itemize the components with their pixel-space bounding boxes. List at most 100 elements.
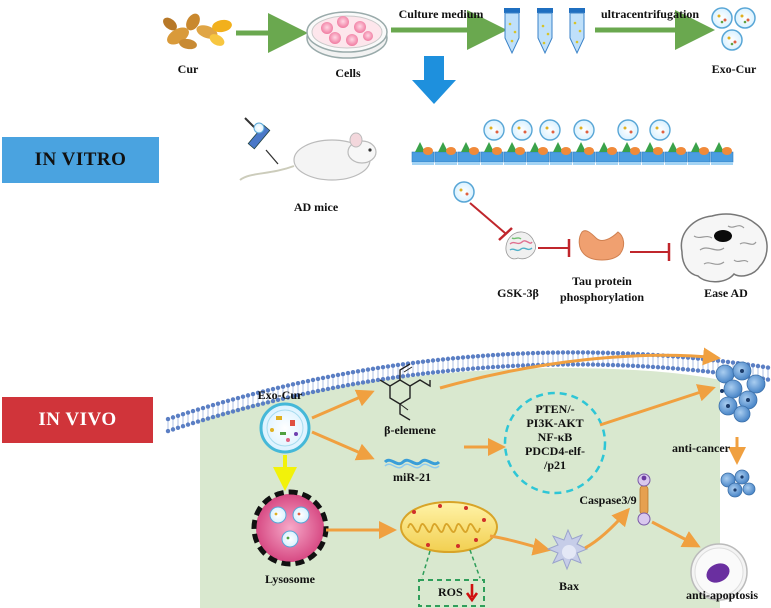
lipid-head: [580, 350, 586, 367]
lipid-head: [260, 389, 266, 406]
lipid-head: [490, 352, 496, 370]
lipid-head: [435, 357, 441, 375]
monolayer-cell: [664, 142, 688, 165]
lipid-head: [320, 375, 326, 393]
monolayer-cell: [411, 142, 435, 165]
ros-label: ROS: [438, 585, 463, 599]
lipid-head: [190, 408, 196, 426]
lipid-head: [515, 351, 521, 368]
lipid-head: [295, 381, 301, 398]
lipid-head: [610, 350, 616, 368]
cell-monolayer: [411, 142, 734, 165]
lipid-head: [375, 365, 381, 383]
dashed-mito-to-ros: [421, 549, 481, 579]
lipid-head: [385, 364, 391, 381]
arrow-caspase-to-apoptosis: [651, 520, 701, 548]
exo-cur-vesicle: [511, 119, 533, 141]
cell-membrane: [165, 350, 771, 434]
syringe-icon: [244, 117, 279, 165]
lipid-head: [465, 354, 471, 372]
lipid-head: [245, 393, 251, 410]
monolayer-cell: [618, 142, 642, 165]
cur-label: Cur: [177, 62, 199, 76]
exo-cur-vesicle-invivo: [259, 402, 311, 454]
lipid-head: [560, 350, 566, 367]
lipid-head: [230, 397, 236, 414]
beta-elemene-label: β-elemene: [384, 423, 436, 437]
lipid-head: [370, 366, 376, 383]
exo-cur-vesicle-small: [453, 181, 475, 203]
arrow-elemene-to-cancer: [439, 347, 721, 390]
caspase-label: Caspase3/9: [579, 493, 637, 507]
exo-cur-vesicle: [617, 119, 639, 141]
pathway-line: PDCD4-elf-: [525, 444, 585, 458]
lipid-head: [270, 386, 276, 404]
lipid-head: [430, 358, 436, 375]
lipid-head: [685, 355, 691, 372]
lipid-head: [690, 355, 696, 373]
lipid-head: [235, 395, 241, 413]
mir21-label: miR-21: [393, 470, 431, 484]
in-vivo-label: IN VIVO: [38, 409, 117, 430]
ad-mice-label: AD mice: [293, 200, 339, 214]
lipid-head: [695, 356, 701, 373]
lipid-head: [175, 413, 181, 430]
bax-protein-image: [546, 528, 589, 571]
lipid-head: [395, 362, 401, 380]
lipid-head: [410, 360, 416, 378]
lysosome-image: [251, 489, 329, 567]
lipid-head: [765, 365, 771, 382]
lipid-head: [420, 359, 426, 376]
lipid-head: [300, 379, 306, 397]
lipid-head: [250, 391, 256, 409]
tau-label-line2: phosphorylation: [559, 290, 645, 304]
lipid-head: [275, 385, 281, 403]
centrifuge-tubes-image: [504, 8, 585, 55]
in-vivo-box: [2, 397, 153, 443]
ease-ad-label: Ease AD: [704, 286, 748, 300]
pathway-line: PTEN/-: [535, 402, 575, 416]
ultracentrifugation-label: ultracentrifugation: [601, 7, 699, 21]
lipid-head: [310, 377, 316, 395]
arrow-bax-to-caspase: [584, 507, 630, 550]
inhibit-exo-to-gsk: [469, 202, 506, 234]
lipid-head: [225, 398, 231, 416]
monolayer-cell: [641, 142, 665, 165]
lipid-head: [460, 355, 466, 372]
lipid-head: [680, 354, 686, 372]
lipid-head: [425, 358, 431, 376]
lipid-head: [390, 363, 396, 380]
lipid-head: [205, 404, 211, 421]
lysosome-label: Lysosome: [264, 572, 316, 586]
lipid-head: [380, 365, 386, 382]
lipid-head: [710, 357, 716, 375]
lipid-head: [170, 415, 176, 432]
lipid-head: [510, 351, 516, 369]
lipid-head: [315, 376, 321, 394]
lipid-head: [475, 353, 481, 371]
lipid-head: [195, 407, 201, 424]
arrow-exo-to-elemene: [311, 389, 375, 420]
pathway-label: PTEN/- PI3K-AKT NF-κB PDCD4-elf- /p21: [512, 402, 598, 472]
lipid-head: [345, 370, 351, 388]
pathway-line: /p21: [543, 458, 566, 472]
monolayer-cell: [710, 142, 734, 165]
lipid-head: [470, 354, 476, 371]
monolayer-cell: [687, 142, 711, 165]
lipid-head: [165, 416, 171, 434]
blue-down-arrow: [412, 56, 456, 104]
exo-cur-vesicle: [649, 119, 671, 141]
arrow-mito-to-bax: [489, 534, 551, 556]
lipid-head: [360, 368, 366, 385]
tau-protein-shape: [578, 230, 625, 261]
monolayer-cell: [595, 142, 619, 165]
arrow-exo-to-mir21: [311, 430, 375, 461]
gsk-label: GSK-3β: [497, 286, 539, 300]
anti-cancer-label: anti-cancer: [672, 441, 730, 455]
mir21-strand: [383, 458, 441, 469]
lipid-head: [530, 350, 536, 368]
curcumin-roots-image: [163, 13, 232, 50]
lipid-head: [505, 352, 511, 369]
lipid-head: [570, 350, 576, 367]
monolayer-cell: [549, 142, 573, 165]
